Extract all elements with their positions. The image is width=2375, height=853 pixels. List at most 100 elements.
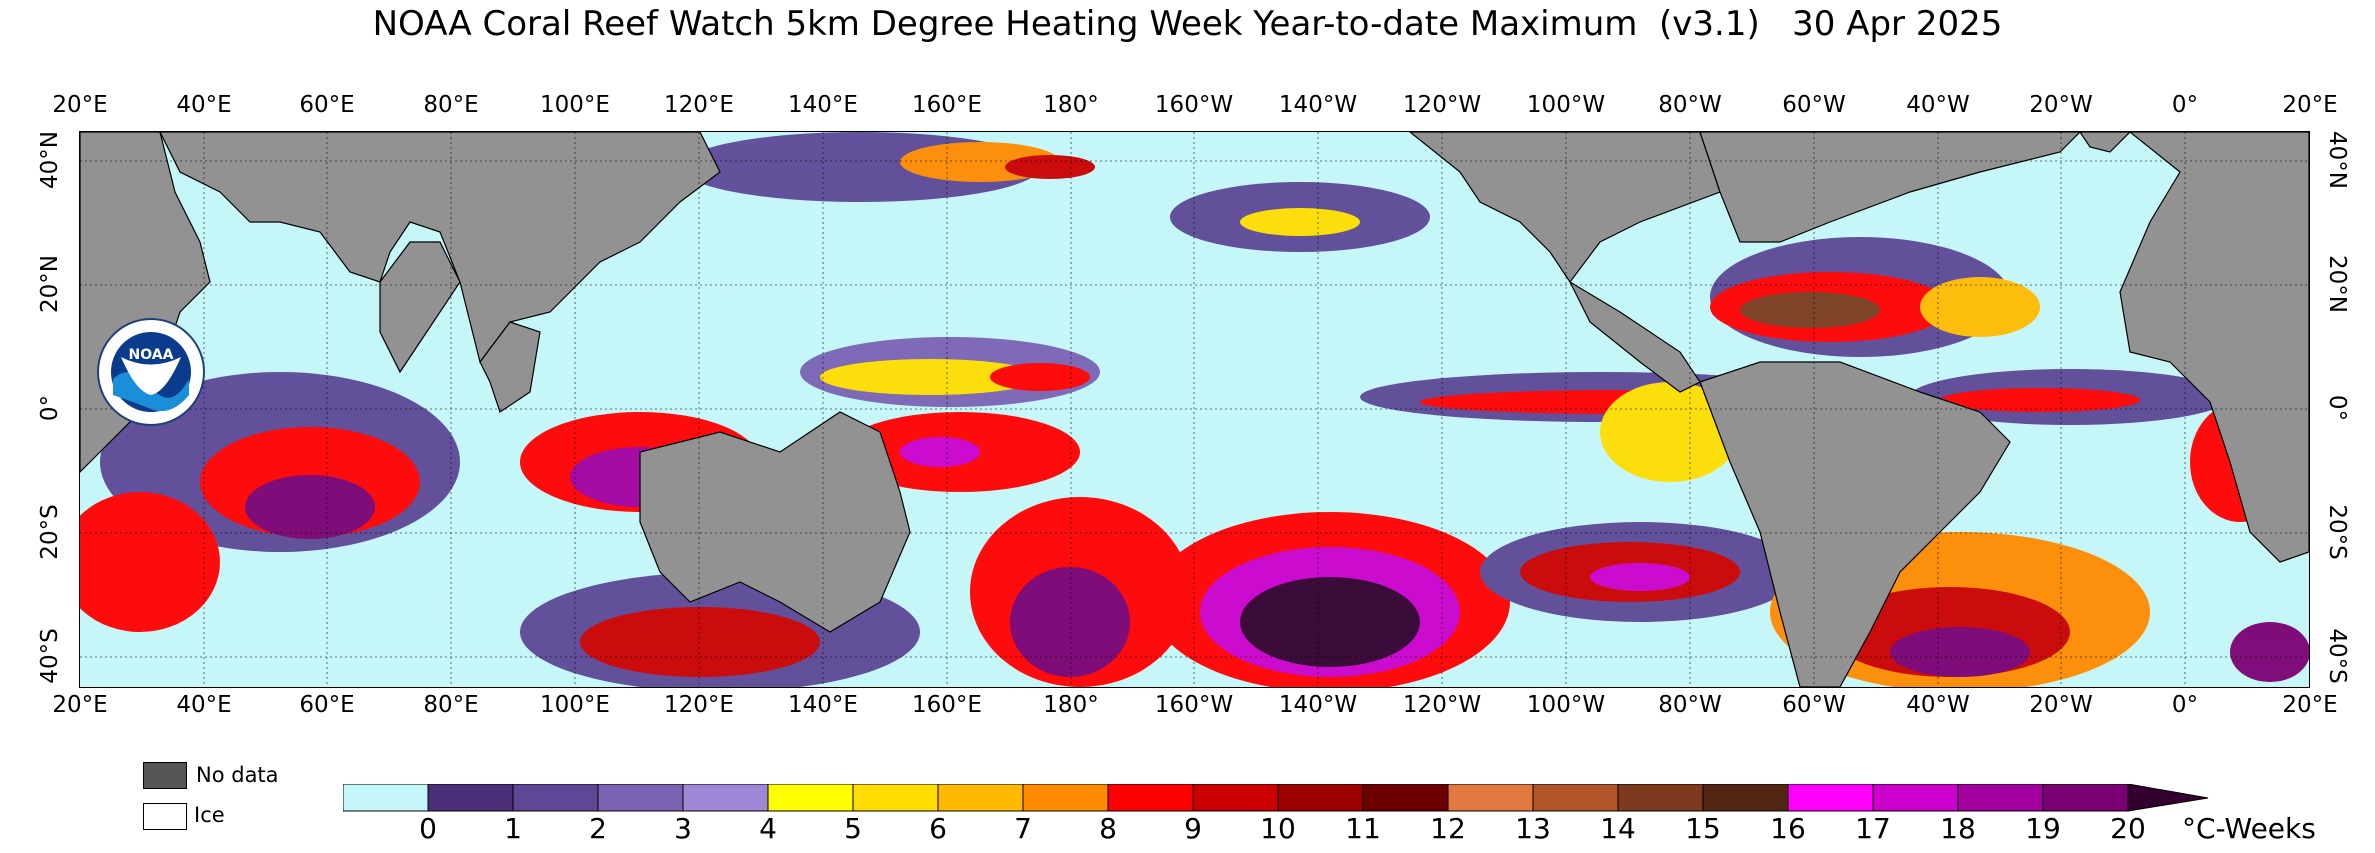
colorbar-segment xyxy=(1107,783,1194,812)
longitude-label: 80°E xyxy=(423,92,479,118)
indochina xyxy=(479,321,541,413)
colorbar-extension-triangle xyxy=(2127,783,2209,812)
ice-swatch xyxy=(143,803,187,830)
latitude-label-left: 20°S xyxy=(37,504,63,560)
longitude-label: 160°E xyxy=(912,692,982,718)
map-title: NOAA Coral Reef Watch 5km Degree Heating… xyxy=(372,4,2003,44)
colorbar-tick-label: 17 xyxy=(1855,812,1891,845)
colorbar-segment xyxy=(512,783,599,812)
colorbar-segment xyxy=(342,783,429,812)
colorbar-segment xyxy=(1022,783,1109,812)
colorbar-tick-label: 9 xyxy=(1184,812,1202,845)
colorbar-tick-label: 13 xyxy=(1515,812,1551,845)
longitude-label: 180° xyxy=(1043,692,1099,718)
longitude-label: 80°E xyxy=(423,692,479,718)
greenland-europe xyxy=(2079,132,2131,153)
longitude-label: 60°E xyxy=(299,92,355,118)
colorbar-tick-label: 18 xyxy=(1940,812,1976,845)
colorbar-segment xyxy=(1872,783,1959,812)
south-america xyxy=(1699,361,2011,687)
longitude-label: 20°E xyxy=(52,92,108,118)
colorbar-units: °C-Weeks xyxy=(2182,812,2316,845)
colorbar-tick-label: 4 xyxy=(759,812,777,845)
colorbar-segment xyxy=(1617,783,1704,812)
longitude-label: 60°W xyxy=(1782,692,1846,718)
colorbar-segment xyxy=(597,783,684,812)
colorbar-tick-label: 3 xyxy=(674,812,692,845)
longitude-label: 100°W xyxy=(1526,692,1606,718)
colorbar-segment xyxy=(767,783,854,812)
colorbar-tick-label: 2 xyxy=(589,812,607,845)
india xyxy=(379,241,461,374)
longitude-label: 100°E xyxy=(540,92,610,118)
longitude-label: 40°W xyxy=(1906,692,1970,718)
no-data-label: No data xyxy=(196,763,279,787)
longitude-label: 120°W xyxy=(1402,692,1482,718)
longitude-label: 40°E xyxy=(176,692,232,718)
longitude-label: 0° xyxy=(2171,692,2199,718)
colorbar-tick-label: 11 xyxy=(1345,812,1381,845)
colorbar-tick-label: 5 xyxy=(844,812,862,845)
longitude-label: 60°W xyxy=(1782,92,1846,118)
colorbar-segment xyxy=(1702,783,1789,812)
latitude-label-right: 40°N xyxy=(2324,131,2350,189)
colorbar-segment xyxy=(937,783,1024,812)
colorbar-tick-label: 16 xyxy=(1770,812,1806,845)
longitude-label: 160°E xyxy=(912,92,982,118)
colorbar-segment xyxy=(1362,783,1449,812)
colorbar xyxy=(342,783,2223,813)
longitude-label: 100°E xyxy=(540,692,610,718)
colorbar-segment xyxy=(1277,783,1364,812)
latitude-label-right: 40°S xyxy=(2324,628,2350,684)
latitude-label-right: 20°S xyxy=(2324,504,2350,560)
longitude-label: 20°E xyxy=(2282,92,2338,118)
longitude-label: 120°E xyxy=(664,692,734,718)
longitude-label: 120°E xyxy=(664,92,734,118)
land-masses xyxy=(80,132,2309,687)
latitude-label-left: 40°N xyxy=(37,131,63,189)
colorbar-segment xyxy=(1957,783,2044,812)
map-canvas xyxy=(80,132,2309,687)
colorbar-tick-label: 8 xyxy=(1099,812,1117,845)
longitude-label: 140°W xyxy=(1278,92,1358,118)
latitude-label-right: 0° xyxy=(2324,394,2350,422)
colorbar-segment xyxy=(682,783,769,812)
colorbar-segment xyxy=(852,783,939,812)
longitude-label: 20°E xyxy=(52,692,108,718)
longitude-label: 60°E xyxy=(299,692,355,718)
longitude-label: 20°W xyxy=(2029,92,2093,118)
colorbar-tick-label: 12 xyxy=(1430,812,1466,845)
longitude-label: 20°E xyxy=(2282,692,2338,718)
colorbar-tick-label: 15 xyxy=(1685,812,1721,845)
longitude-label: 20°W xyxy=(2029,692,2093,718)
dhw-map[interactable]: NOAA xyxy=(79,131,2310,688)
colorbar-tick-label: 14 xyxy=(1600,812,1636,845)
longitude-label: 100°W xyxy=(1526,92,1606,118)
colorbar-segment xyxy=(427,783,514,812)
longitude-label: 160°W xyxy=(1154,92,1234,118)
colorbar-tick-label: 10 xyxy=(1260,812,1296,845)
longitude-label: 180° xyxy=(1043,92,1099,118)
noaa-logo-text: NOAA xyxy=(129,347,174,363)
latitude-label-left: 40°S xyxy=(37,628,63,684)
colorbar-segment xyxy=(1447,783,1534,812)
colorbar-segment xyxy=(1532,783,1619,812)
colorbar-tick-label: 6 xyxy=(929,812,947,845)
longitude-label: 120°W xyxy=(1402,92,1482,118)
no-data-swatch xyxy=(143,762,187,789)
colorbar-tick-label: 0 xyxy=(419,812,437,845)
longitude-label: 40°E xyxy=(176,92,232,118)
colorbar-segment xyxy=(1192,783,1279,812)
colorbar-tick-label: 7 xyxy=(1014,812,1032,845)
colorbar-segment xyxy=(1787,783,1874,812)
colorbar-tick-label: 20 xyxy=(2110,812,2146,845)
longitude-label: 40°W xyxy=(1906,92,1970,118)
ice-label: Ice xyxy=(194,803,225,827)
noaa-logo: NOAA xyxy=(96,317,206,427)
latitude-label-left: 0° xyxy=(37,394,63,422)
asia xyxy=(159,132,721,364)
colorbar-canvas xyxy=(342,783,2209,812)
longitude-label: 140°E xyxy=(788,92,858,118)
longitude-label: 0° xyxy=(2171,92,2199,118)
colorbar-tick-label: 19 xyxy=(2025,812,2061,845)
